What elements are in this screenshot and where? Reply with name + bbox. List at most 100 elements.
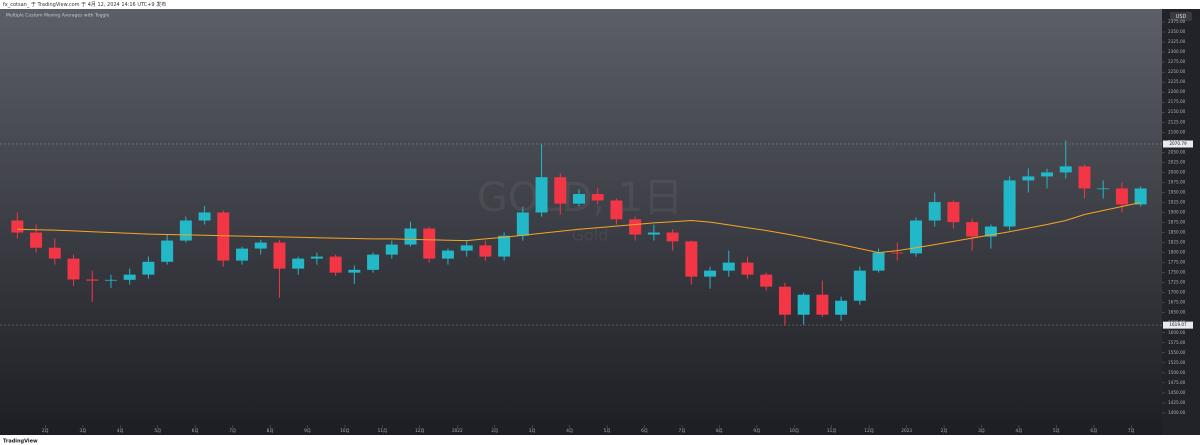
watermark-sub: Gold bbox=[572, 226, 609, 245]
x-tick-label: 3月 bbox=[978, 428, 985, 434]
candle-body bbox=[835, 300, 848, 315]
candle-body bbox=[329, 256, 342, 273]
candle-body bbox=[367, 254, 380, 270]
x-tick-label: 2月 bbox=[491, 428, 498, 434]
x-tick-label: 7月 bbox=[679, 428, 686, 434]
candle-body bbox=[947, 202, 960, 223]
candle-body bbox=[1115, 188, 1128, 205]
y-tick-label: 2250.00 bbox=[1168, 69, 1186, 74]
y-tick-label: 2375.00 bbox=[1168, 19, 1186, 24]
x-tick-label: 2022 bbox=[452, 428, 463, 433]
y-tick-label: 2150.00 bbox=[1168, 109, 1186, 114]
candle-body bbox=[535, 177, 548, 213]
y-tick-label: 2325.00 bbox=[1168, 39, 1186, 44]
y-tick-label: 1700.00 bbox=[1168, 290, 1186, 295]
x-tick-label: 9月 bbox=[753, 428, 760, 434]
y-tick-label: 1450.00 bbox=[1168, 390, 1186, 395]
candle-body bbox=[872, 252, 885, 271]
y-tick-label: 1750.00 bbox=[1168, 270, 1186, 275]
candle-body bbox=[86, 279, 99, 281]
candle-body bbox=[666, 232, 679, 242]
x-tick-label: 11月 bbox=[827, 428, 837, 434]
candle-body bbox=[984, 226, 997, 237]
y-tick-label: 1550.00 bbox=[1168, 350, 1186, 355]
currency: USD bbox=[1176, 14, 1187, 20]
candle-body bbox=[273, 242, 286, 269]
y-tick-label: 2050.00 bbox=[1168, 149, 1186, 154]
candle-body bbox=[797, 294, 810, 315]
x-tick-label: 10月 bbox=[790, 428, 800, 434]
y-tick-label: 2125.00 bbox=[1168, 119, 1186, 124]
y-tick-label: 2200.00 bbox=[1168, 89, 1186, 94]
y-tick-label: 1850.00 bbox=[1168, 230, 1186, 235]
candle-body bbox=[48, 247, 61, 259]
x-tick-label: 4月 bbox=[566, 428, 573, 434]
candle-body bbox=[179, 220, 192, 241]
y-tick-label: 1525.00 bbox=[1168, 360, 1186, 365]
x-tick-label: 2月 bbox=[42, 428, 49, 434]
candle-body bbox=[11, 220, 24, 233]
x-tick-label: 5月 bbox=[604, 428, 611, 434]
y-tick-label: 1400.00 bbox=[1168, 410, 1186, 415]
candle-body bbox=[292, 258, 305, 269]
currency-box[interactable] bbox=[1170, 12, 1192, 21]
y-tick-label: 1800.00 bbox=[1168, 250, 1186, 255]
y-tick-label: 2000.00 bbox=[1168, 169, 1186, 174]
candle-body bbox=[67, 258, 80, 280]
candle-body bbox=[647, 232, 660, 235]
x-tick-label: 8月 bbox=[716, 428, 723, 434]
candle-body bbox=[348, 269, 361, 273]
y-tick-label: 2300.00 bbox=[1168, 49, 1186, 54]
candle-body bbox=[816, 294, 829, 315]
candle-body bbox=[404, 228, 417, 245]
price-tag-label: 2070.79 bbox=[1169, 141, 1187, 146]
candle-body bbox=[479, 245, 492, 257]
x-tick-label: 4月 bbox=[1016, 428, 1023, 434]
candle-body bbox=[198, 212, 211, 221]
x-tick-label: 6月 bbox=[192, 428, 199, 434]
candle-body bbox=[161, 240, 174, 262]
footer-brand: TradingView bbox=[3, 439, 38, 445]
y-tick-label: 1775.00 bbox=[1168, 260, 1186, 265]
candle-body bbox=[30, 232, 43, 248]
candle-body bbox=[966, 222, 979, 237]
y-tick-label: 1925.00 bbox=[1168, 199, 1186, 204]
x-tick-label: 11月 bbox=[378, 428, 388, 434]
candle-body bbox=[554, 177, 567, 204]
candle-body bbox=[104, 279, 117, 281]
candle-body bbox=[441, 250, 454, 259]
y-tick-label: 2275.00 bbox=[1168, 59, 1186, 64]
candle-body bbox=[760, 274, 773, 287]
y-tick-label: 2350.00 bbox=[1168, 29, 1186, 34]
publisher: fx_cotsan_ 于 TradingView.com 于 4月 12, 20… bbox=[3, 1, 166, 8]
x-tick-label: 8月 bbox=[267, 428, 274, 434]
candle-body bbox=[310, 256, 323, 259]
y-tick-label: 1950.00 bbox=[1168, 189, 1186, 194]
candle-body bbox=[423, 228, 436, 259]
y-tick-label: 1475.00 bbox=[1168, 380, 1186, 385]
price-tag-label: 1619.07 bbox=[1169, 322, 1187, 327]
candle-body bbox=[1134, 188, 1147, 205]
candle-body bbox=[142, 261, 155, 275]
candle-body bbox=[704, 270, 717, 277]
candle-body bbox=[853, 270, 866, 301]
candle-body bbox=[1097, 188, 1110, 190]
y-tick-label: 1600.00 bbox=[1168, 330, 1186, 335]
candle-body bbox=[254, 242, 267, 249]
x-tick-label: 6月 bbox=[1090, 428, 1097, 434]
x-tick-label: 5月 bbox=[154, 428, 161, 434]
x-tick-label: 10月 bbox=[340, 428, 350, 434]
candle-body bbox=[610, 200, 623, 220]
candle-body bbox=[217, 212, 230, 261]
y-tick-label: 1650.00 bbox=[1168, 310, 1186, 315]
y-tick-label: 1975.00 bbox=[1168, 179, 1186, 184]
candle-body bbox=[741, 262, 754, 275]
y-tick-label: 2025.00 bbox=[1168, 159, 1186, 164]
candle-body bbox=[928, 202, 941, 221]
y-tick-label: 1675.00 bbox=[1168, 300, 1186, 305]
candle-body bbox=[1078, 166, 1091, 189]
y-tick-label: 1875.00 bbox=[1168, 220, 1186, 225]
indicator-label: Multiple Custom Moving Averages with Tog… bbox=[6, 13, 110, 19]
candle-body bbox=[1003, 180, 1016, 227]
x-tick-label: 7月 bbox=[229, 428, 236, 434]
